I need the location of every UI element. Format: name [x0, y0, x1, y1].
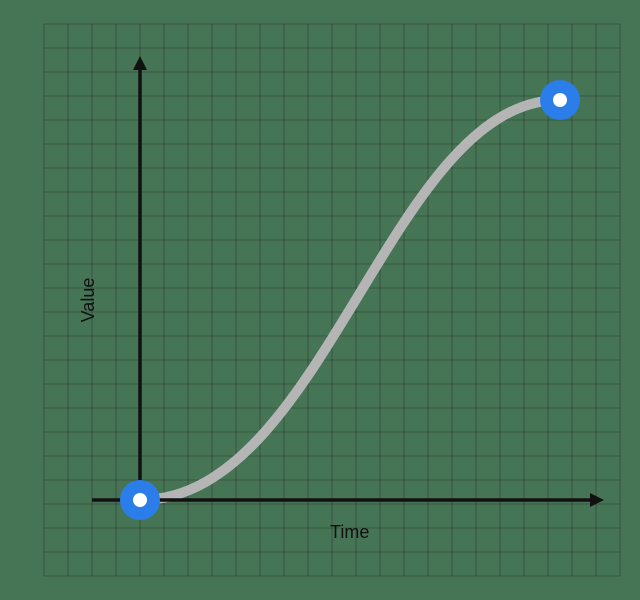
x-axis-label: Time	[330, 522, 369, 542]
y-axis-label: Value	[78, 278, 98, 323]
axes	[92, 56, 604, 507]
chart-canvas: Time Value	[0, 0, 640, 600]
easing-chart: Time Value	[0, 0, 640, 600]
endpoint-marker-dot	[553, 93, 567, 107]
endpoint-marker-dot	[133, 493, 147, 507]
easing-curve	[140, 100, 560, 500]
